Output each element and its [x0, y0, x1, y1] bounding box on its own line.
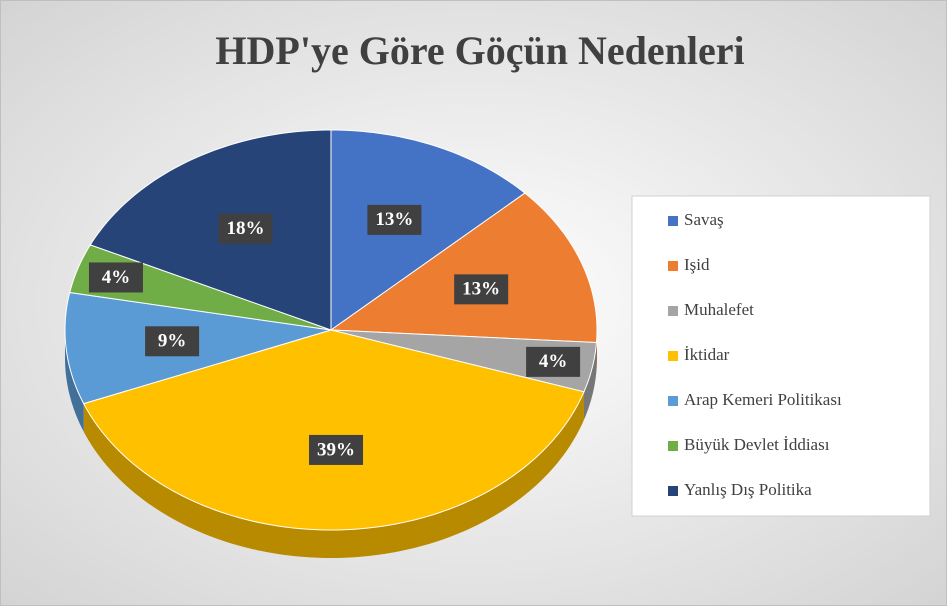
data-label: 4% — [539, 351, 568, 372]
data-label-box — [367, 204, 422, 235]
pie-side — [65, 330, 84, 432]
legend-swatch — [668, 351, 678, 361]
legend-swatch — [668, 261, 678, 271]
legend-swatch — [668, 306, 678, 316]
legend-swatch — [668, 441, 678, 451]
legend-label: Işid — [684, 255, 710, 274]
data-label-box — [145, 326, 200, 357]
data-label-box — [218, 213, 273, 244]
legend-label: Yanlış Dış Politika — [684, 480, 812, 499]
legend-label: Arap Kemeri Politikası — [684, 390, 842, 409]
data-label: 13% — [462, 279, 500, 300]
data-label-box — [454, 274, 509, 305]
pie-slice — [82, 329, 585, 531]
legend-label: Büyük Devlet İddiası — [684, 435, 830, 454]
pie-side — [83, 391, 584, 558]
pie-side — [583, 342, 597, 420]
pie-slice — [89, 129, 332, 331]
legend-swatch — [668, 396, 678, 406]
pie-slice — [329, 192, 598, 344]
data-label: 39% — [317, 439, 355, 460]
legend-swatch — [668, 216, 678, 226]
legend-swatch — [668, 486, 678, 496]
chart-title: HDP'ye Göre Göçün Nedenleri — [215, 28, 744, 73]
data-label: 4% — [102, 267, 131, 288]
legend-label: Muhalefet — [684, 300, 754, 319]
data-label: 18% — [226, 218, 264, 239]
data-label-box — [309, 434, 364, 465]
data-label: 13% — [375, 209, 413, 230]
data-label-box — [88, 262, 143, 293]
legend-label: İktidar — [684, 345, 730, 364]
legend-box — [631, 195, 931, 517]
legend-label: Savaş — [684, 210, 724, 229]
data-label: 9% — [158, 331, 187, 352]
pie-slice — [330, 129, 526, 331]
data-label-box — [526, 346, 581, 377]
